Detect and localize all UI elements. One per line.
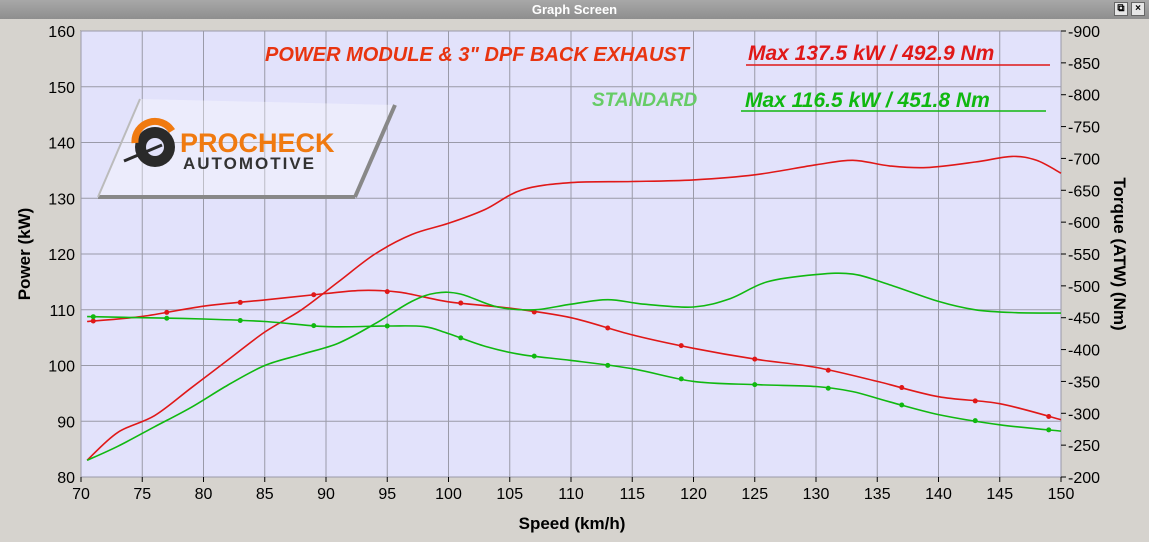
torque-marker bbox=[531, 353, 537, 359]
y2-tick-label: -200 bbox=[1068, 470, 1100, 487]
series-line-modified-power bbox=[86, 155, 1062, 461]
gear-icon bbox=[123, 117, 175, 167]
torque-marker bbox=[605, 325, 611, 331]
window-title: Graph Screen bbox=[531, 2, 618, 17]
y2-tick-label: -800 bbox=[1068, 88, 1100, 105]
y-tick-label: 90 bbox=[57, 414, 75, 431]
y-tick-label: 80 bbox=[57, 470, 75, 487]
x-tick-label: 80 bbox=[195, 486, 213, 503]
x-tick-label: 105 bbox=[496, 486, 523, 503]
y2-tick-label: -350 bbox=[1068, 374, 1100, 391]
y-tick-label: 110 bbox=[49, 303, 75, 320]
torque-marker bbox=[458, 335, 464, 341]
y-tick-label: 120 bbox=[48, 247, 75, 264]
tick-labels: 70 75 80 85 90 95 100 105 110 115 120 125 130 135 140 1… bbox=[48, 24, 1100, 503]
x-tick-label: 70 bbox=[72, 486, 90, 503]
x-tick-label: 100 bbox=[435, 486, 462, 503]
x-axis-title: Speed (km/h) bbox=[519, 514, 626, 533]
torque-marker bbox=[311, 292, 317, 298]
window-title-bar: Graph Screen ⧉ × bbox=[0, 0, 1149, 19]
y-tick-label: 130 bbox=[48, 191, 75, 208]
torque-marker bbox=[678, 343, 684, 349]
y2-tick-label: -250 bbox=[1068, 438, 1100, 455]
torque-marker bbox=[972, 418, 978, 424]
x-tick-label: 110 bbox=[558, 486, 584, 503]
torque-marker bbox=[384, 289, 390, 295]
standard-max: Max 116.5 kW / 451.8 Nm bbox=[745, 89, 990, 112]
y-tick-label: 140 bbox=[48, 136, 75, 153]
series-line-standard-torque bbox=[87, 315, 1062, 432]
torque-marker bbox=[899, 385, 905, 391]
y2-tick-label: -500 bbox=[1068, 279, 1100, 296]
modified-max: Max 137.5 kW / 492.9 Nm bbox=[748, 42, 994, 65]
torque-marker bbox=[311, 323, 317, 329]
torque-marker bbox=[90, 318, 96, 324]
torque-marker bbox=[531, 309, 537, 315]
x-tick-label: 90 bbox=[317, 486, 335, 503]
y2-tick-label: -300 bbox=[1068, 406, 1100, 423]
torque-marker bbox=[164, 315, 170, 321]
y2-tick-label: -600 bbox=[1068, 215, 1100, 232]
y2-tick-label: -550 bbox=[1068, 247, 1100, 264]
y2-tick-label: -900 bbox=[1068, 24, 1100, 41]
x-tick-label: 95 bbox=[378, 486, 396, 503]
x-tick-label: 150 bbox=[1048, 486, 1075, 503]
torque-marker bbox=[899, 402, 905, 408]
y2-axis-title: Torque (ATW) (Nm) bbox=[1110, 177, 1129, 330]
restore-button[interactable]: ⧉ bbox=[1114, 2, 1128, 16]
torque-marker bbox=[164, 309, 170, 315]
x-tick-label: 75 bbox=[133, 486, 151, 503]
torque-marker bbox=[678, 376, 684, 382]
torque-marker bbox=[237, 299, 243, 305]
y-axis-title: Power (kW) bbox=[15, 208, 34, 301]
torque-marker bbox=[458, 300, 464, 306]
procheck-logo: PROCHECK AUTOMOTIVE bbox=[97, 98, 397, 199]
x-tick-label: 135 bbox=[864, 486, 891, 503]
torque-marker bbox=[1046, 427, 1052, 433]
modified-label: POWER MODULE & 3" DPF BACK EXHAUST bbox=[265, 44, 691, 66]
y2-tick-label: -650 bbox=[1068, 183, 1100, 200]
y-tick-label: 150 bbox=[48, 80, 75, 97]
y2-tick-label: -400 bbox=[1068, 343, 1100, 360]
torque-marker bbox=[90, 314, 96, 320]
torque-marker bbox=[237, 318, 243, 324]
y2-tick-label: -700 bbox=[1068, 151, 1100, 168]
dyno-chart: PROCHECK AUTOMOTIVE 70 75 80 85 90 95 100 105 11… bbox=[15, 24, 1129, 533]
torque-marker bbox=[825, 385, 831, 391]
x-tick-label: 115 bbox=[619, 486, 645, 503]
torque-marker bbox=[1046, 413, 1052, 419]
series-line-standard-power bbox=[86, 272, 1062, 462]
torque-marker bbox=[605, 362, 611, 368]
torque-marker bbox=[384, 323, 390, 329]
y2-tick-label: -450 bbox=[1068, 311, 1100, 328]
torque-marker bbox=[752, 356, 758, 362]
torque-marker bbox=[752, 382, 758, 388]
x-tick-label: 120 bbox=[680, 486, 707, 503]
x-tick-label: 85 bbox=[256, 486, 274, 503]
logo-line2: AUTOMOTIVE bbox=[183, 154, 316, 173]
y-tick-label: 160 bbox=[48, 24, 75, 41]
standard-label: STANDARD bbox=[592, 90, 697, 111]
torque-marker bbox=[972, 398, 978, 404]
series-group bbox=[86, 155, 1062, 462]
y-tick-label: 100 bbox=[48, 359, 75, 376]
x-tick-label: 125 bbox=[741, 486, 768, 503]
torque-marker bbox=[825, 367, 831, 373]
logo-line1: PROCHECK bbox=[180, 128, 335, 158]
x-tick-label: 140 bbox=[925, 486, 952, 503]
x-tick-label: 130 bbox=[803, 486, 830, 503]
y2-tick-label: -750 bbox=[1068, 120, 1100, 137]
y2-tick-label: -850 bbox=[1068, 56, 1100, 73]
x-tick-label: 145 bbox=[986, 486, 1013, 503]
close-button[interactable]: × bbox=[1131, 2, 1145, 16]
series-line-modified-torque bbox=[87, 289, 1062, 421]
